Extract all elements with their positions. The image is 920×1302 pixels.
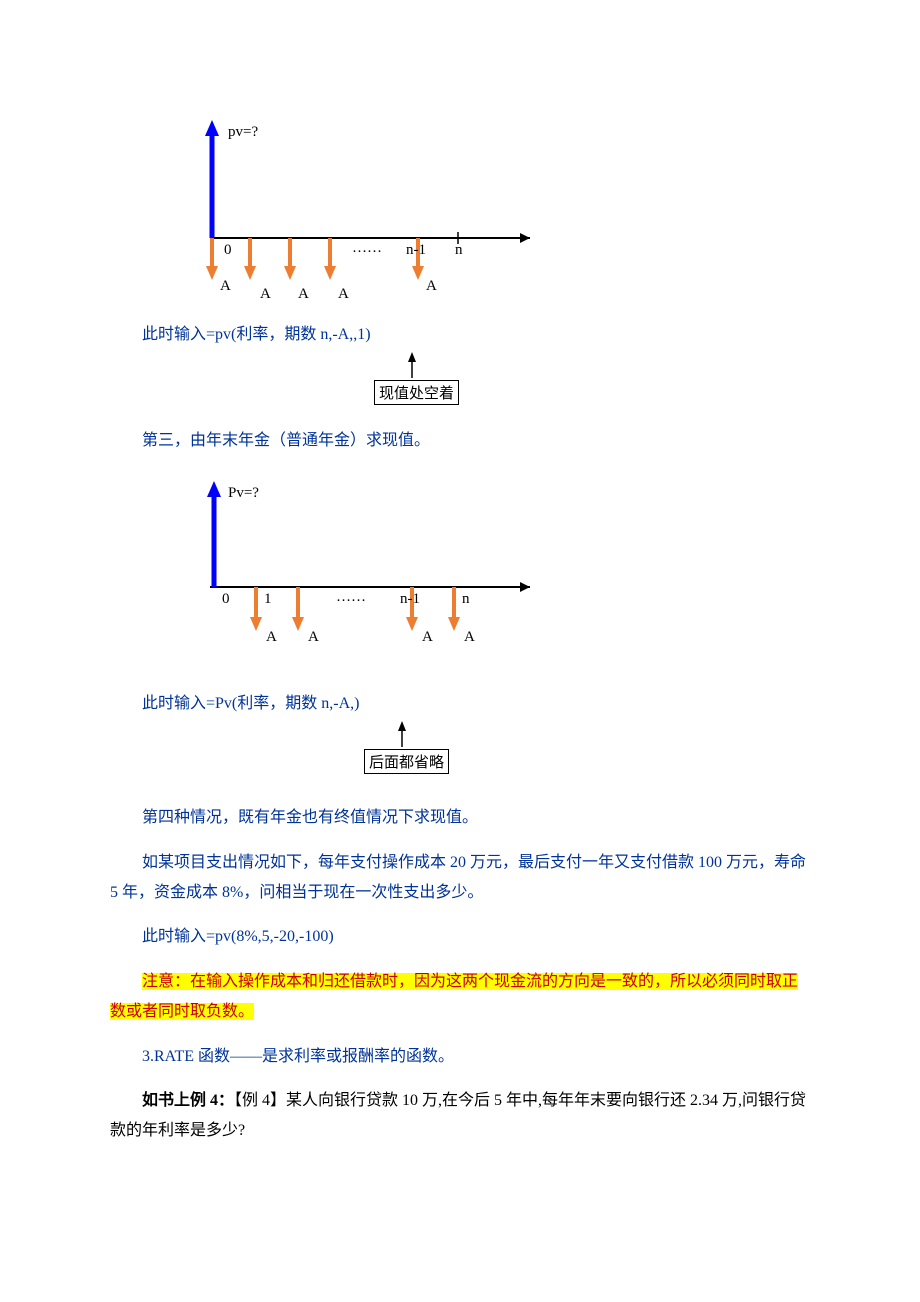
d1-dots: …… [352,240,382,257]
d1-A0: A [220,278,231,295]
callout2-arrow [388,721,418,749]
input-line-2: 此时输入=Pv(利率，期数 n,-A,) [110,689,810,719]
d2-tick-0: 0 [222,591,230,608]
annuity-due-diagram: pv=? 0 …… n-1 n A A A A A [190,110,550,300]
d2-tick-n1: n-1 [400,591,420,608]
callout2-box: 后面都省略 [364,749,449,774]
book-example-paragraph: 如书上例 4：【例 4】某人向银行贷款 10 万,在今后 5 年中,每年年末要向… [110,1086,810,1147]
d1-tick-0: 0 [224,242,232,259]
callout1-box: 现值处空着 [374,380,459,405]
example-paragraph: 如某项目支出情况如下，每年支付操作成本 20 万元，最后支付一年又支付借款 10… [110,848,810,909]
d2-A2: A [308,629,319,646]
d2-An: A [464,629,475,646]
d1-tick-n1: n-1 [406,242,426,259]
d1-An1: A [426,278,437,295]
d1-tick-n: n [455,242,463,259]
d1-pv-label: pv=? [228,124,258,141]
ordinary-annuity-diagram: Pv=? 0 1 …… n-1 n A A A A [190,471,550,661]
input-line-1: 此时输入=pv(利率，期数 n,-A,,1) [110,320,810,350]
callout-2-wrap: 后面都省略 [110,727,810,781]
note-paragraph: 注意：在输入操作成本和归还借款时，因为这两个现金流的方向是一致的，所以必须同时取… [110,967,810,1028]
d2-dots: …… [336,589,366,606]
book-lead: 如书上例 4： [142,1092,234,1109]
d2-tick-n: n [462,591,470,608]
d1-A2: A [298,286,309,303]
d1-A3: A [338,286,349,303]
fourth-line: 第四种情况，既有年金也有终值情况下求现值。 [110,803,810,833]
third-line: 第三，由年末年金（普通年金）求现值。 [110,426,810,456]
d1-A1: A [260,286,271,303]
note-highlight: 注意：在输入操作成本和归还借款时，因为这两个现金流的方向是一致的，所以必须同时取… [110,973,798,1020]
d2-A1: A [266,629,277,646]
callout1-arrow [398,352,428,380]
d2-An1: A [422,629,433,646]
callout-1-wrap: 现值处空着 [110,358,810,412]
input-line-3: 此时输入=pv(8%,5,-20,-100) [110,922,810,952]
d2-tick-1: 1 [264,591,272,608]
rate-line: 3.RATE 函数——是求利率或报酬率的函数。 [110,1042,810,1072]
d2-pv-label: Pv=? [228,485,259,502]
